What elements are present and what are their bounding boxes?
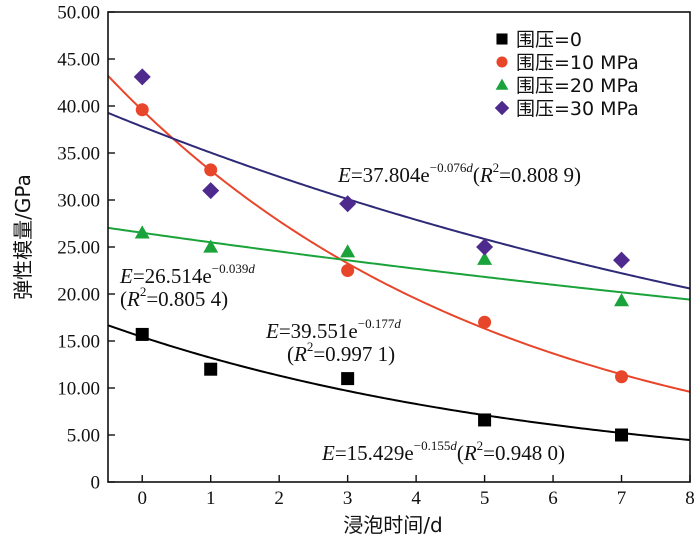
fit-curve bbox=[107, 226, 691, 301]
y-tick-label: 40.00 bbox=[57, 97, 100, 118]
data-point bbox=[478, 413, 492, 427]
y-tick-label: 50.00 bbox=[57, 3, 100, 24]
data-point bbox=[615, 428, 629, 442]
fit-curve bbox=[107, 324, 691, 442]
fit-equation: (R2=0.805 4) bbox=[120, 284, 228, 311]
y-tick-label: 0 bbox=[91, 473, 101, 494]
data-points bbox=[133, 68, 631, 442]
legend-label: 围压=30 MPa bbox=[516, 98, 639, 120]
y-tick-label: 20.00 bbox=[57, 285, 100, 306]
data-point bbox=[204, 163, 218, 177]
data-point bbox=[340, 244, 356, 258]
fit-curve bbox=[107, 75, 691, 393]
fit-equation: (R2=0.997 1) bbox=[287, 339, 395, 366]
legend-label: 围压=0 bbox=[516, 29, 582, 51]
y-tick-label: 45.00 bbox=[57, 50, 100, 71]
legend-label: 围压=20 MPa bbox=[516, 75, 639, 97]
data-point bbox=[477, 251, 493, 265]
x-tick-label: 0 bbox=[137, 488, 147, 509]
data-point bbox=[614, 293, 630, 307]
y-tick-label: 5.00 bbox=[67, 426, 100, 447]
data-point bbox=[476, 238, 494, 256]
x-tick-label: 2 bbox=[274, 488, 284, 509]
data-point bbox=[613, 251, 631, 269]
x-tick-label: 7 bbox=[617, 488, 627, 509]
fit-curve bbox=[107, 111, 691, 290]
x-tick-label: 6 bbox=[548, 488, 558, 509]
y-tick-label: 35.00 bbox=[57, 144, 100, 165]
y-axis-label: 弹性模量/GPa bbox=[11, 174, 35, 300]
y-tick-label: 15.00 bbox=[57, 332, 100, 353]
y-tick-label: 25.00 bbox=[57, 238, 100, 259]
x-tick-label: 8 bbox=[685, 488, 695, 509]
data-point bbox=[134, 225, 150, 239]
data-point bbox=[202, 182, 220, 200]
data-point bbox=[341, 372, 355, 386]
x-tick-label: 5 bbox=[480, 488, 490, 509]
fit-annotations: E=37.804e−0.076d(R2=0.808 9) E=26.514e−0.… bbox=[119, 160, 581, 465]
legend-marker bbox=[496, 33, 508, 45]
legend-label: 围压=10 MPa bbox=[516, 52, 639, 74]
fit-equation: E=39.551e−0.177d bbox=[265, 316, 401, 343]
legend-marker bbox=[494, 100, 510, 116]
data-point bbox=[204, 362, 218, 376]
data-point bbox=[203, 239, 219, 253]
data-point bbox=[478, 315, 492, 329]
fit-curves bbox=[107, 75, 691, 442]
legend-marker bbox=[495, 78, 509, 90]
y-tick-label: 30.00 bbox=[57, 191, 100, 212]
fit-equation: E=15.429e−0.155d(R2=0.948 0) bbox=[321, 438, 565, 465]
fit-equation: E=37.804e−0.076d(R2=0.808 9) bbox=[337, 160, 581, 187]
x-tick-label: 3 bbox=[343, 488, 353, 509]
x-tick-label: 4 bbox=[411, 488, 421, 509]
y-tick-label: 10.00 bbox=[57, 379, 100, 400]
x-axis-label: 浸泡时间/d bbox=[343, 513, 442, 537]
data-point bbox=[615, 370, 629, 384]
fit-equation: E=26.514e−0.039d bbox=[119, 261, 255, 288]
data-point bbox=[135, 103, 149, 117]
legend-marker bbox=[496, 56, 508, 68]
axis-ticks: 0 5.00 10.00 15.00 20.00 25.00 30.00 35.00 40.00… bbox=[57, 3, 695, 510]
data-point bbox=[341, 264, 355, 277]
data-point bbox=[135, 327, 149, 341]
x-tick-label: 1 bbox=[206, 488, 216, 509]
data-point bbox=[339, 195, 357, 213]
data-point bbox=[133, 68, 151, 86]
